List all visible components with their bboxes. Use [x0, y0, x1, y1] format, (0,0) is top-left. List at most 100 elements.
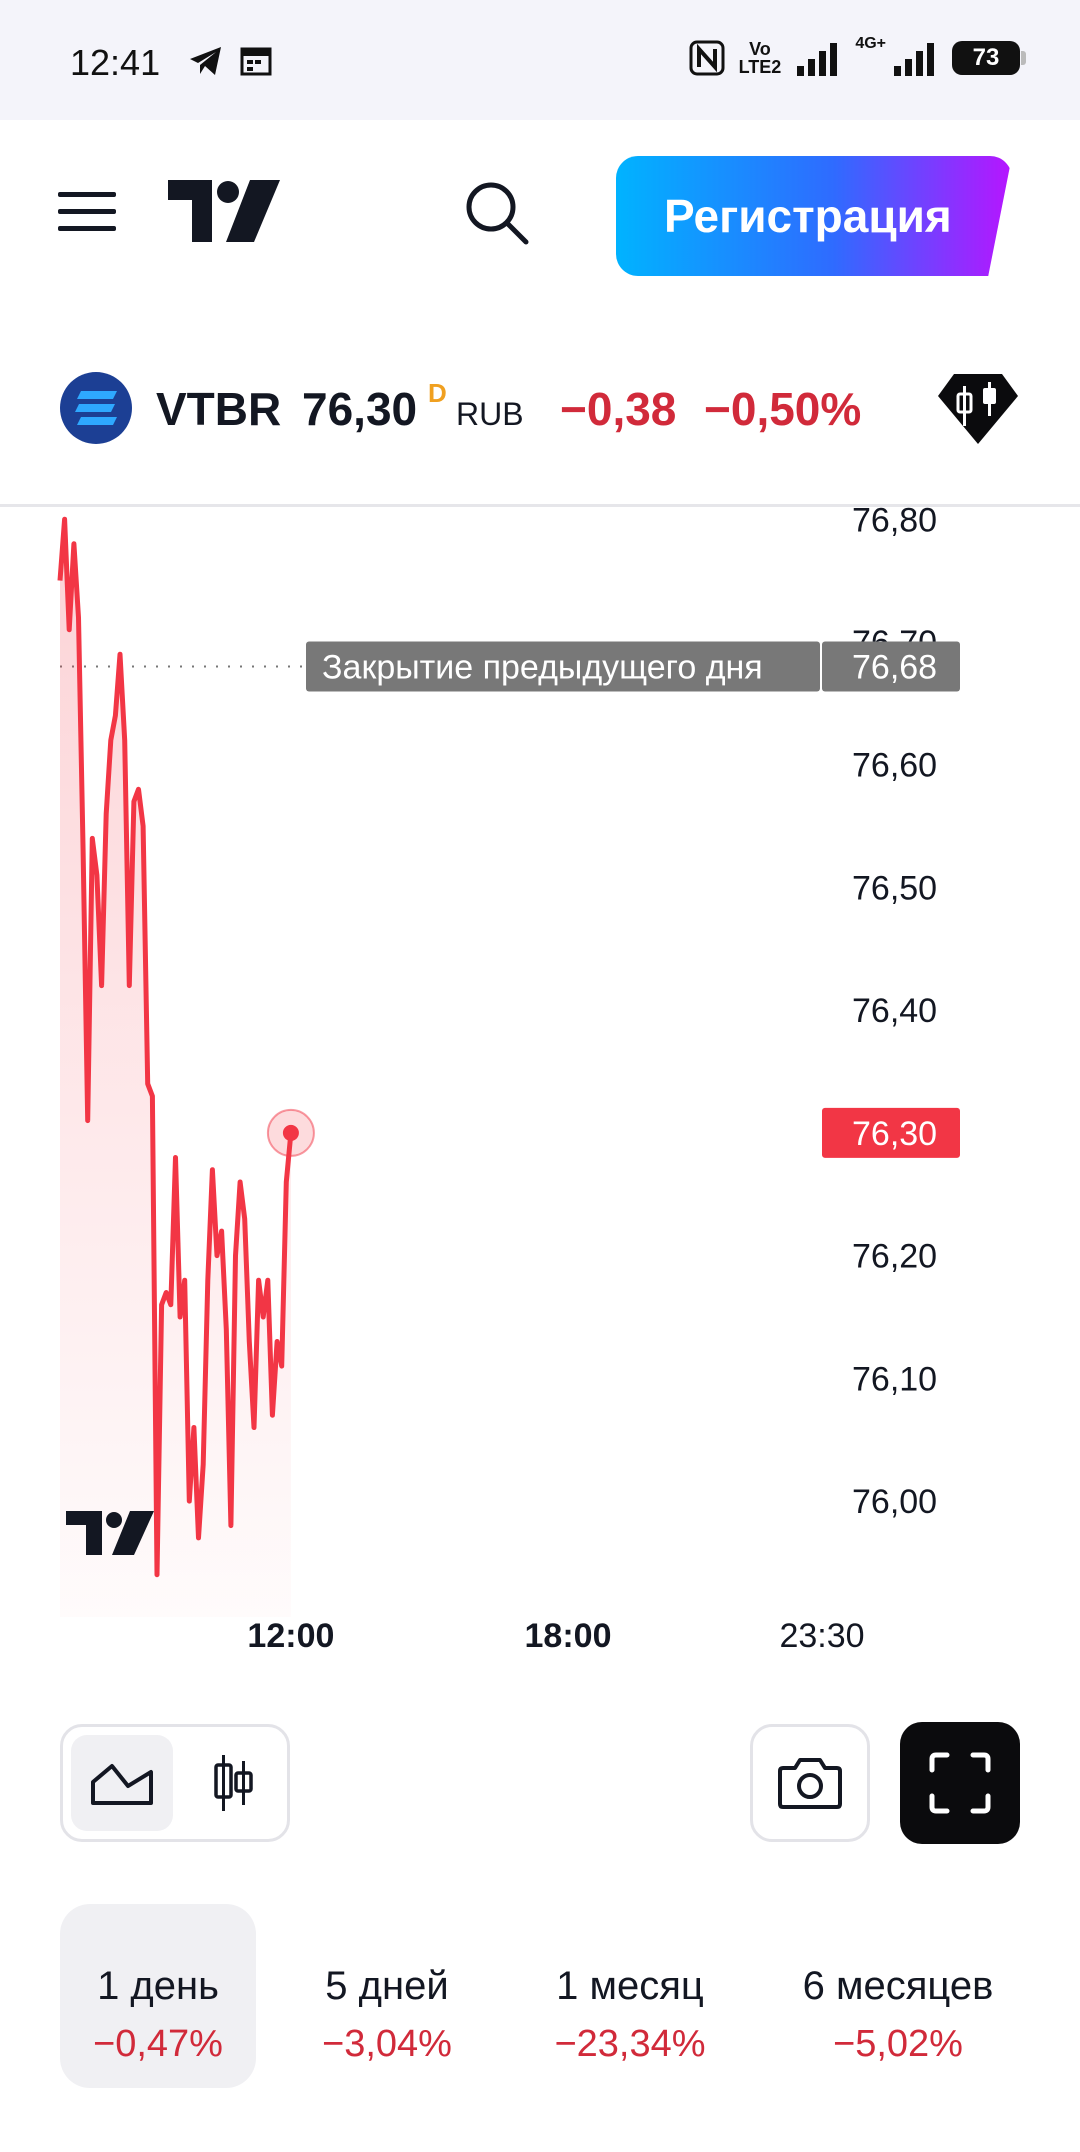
price-point	[215, 1254, 219, 1258]
period-label: 1 день	[97, 1964, 219, 2008]
price-point	[210, 1168, 214, 1172]
snapshot-button[interactable]	[750, 1724, 870, 1842]
period-1-day[interactable]: 1 день −0,47%	[60, 1904, 256, 2088]
signal-icon-2	[894, 43, 934, 76]
y-tick-label: 76,50	[852, 869, 937, 907]
fullscreen-button[interactable]	[900, 1722, 1020, 1844]
volte-icon: Vo LTE2	[738, 39, 782, 77]
price-point	[58, 579, 62, 583]
period-1-month[interactable]: 1 месяц −23,34%	[510, 1904, 750, 2088]
prev-close-label-bg	[306, 641, 820, 692]
price-point	[201, 1462, 205, 1466]
price-point	[123, 738, 127, 742]
status-system-icons: Vo LTE2 4G+ 73	[689, 35, 1026, 77]
price-point	[229, 1524, 233, 1528]
price-line	[57, 516, 294, 1578]
signal-icon	[797, 43, 838, 76]
current-price-tag: 76,30	[822, 1107, 960, 1158]
price-point	[280, 1364, 284, 1368]
period-5-days[interactable]: 5 дней −3,04%	[282, 1904, 492, 2088]
period-selector: 1 день −0,47% 5 дней −3,04% 1 месяц −23,…	[60, 1904, 1040, 2088]
y-tick-label: 76,80	[852, 507, 937, 539]
price-point	[137, 787, 141, 791]
x-axis: 12:00 18:00 23:30	[247, 1617, 864, 1655]
period-change: −5,02%	[833, 2023, 963, 2065]
menu-button[interactable]	[58, 192, 116, 236]
prev-close-label: Закрытие предыдущего дня	[322, 649, 763, 687]
price-point	[67, 628, 71, 632]
candles-icon	[214, 1755, 253, 1811]
price-point	[90, 836, 94, 840]
price-point	[266, 1278, 270, 1282]
price-point	[183, 1278, 187, 1282]
last-price-dot	[282, 1124, 299, 1141]
x-tick-label: 23:30	[779, 1617, 864, 1655]
price-point	[233, 1254, 237, 1258]
price-point	[155, 1573, 159, 1577]
price-point	[150, 1094, 154, 1098]
candles-diamond-icon[interactable]	[938, 370, 1018, 446]
current-price-bg	[822, 1107, 960, 1158]
area-chart-button[interactable]	[71, 1735, 173, 1831]
price-point	[141, 824, 145, 828]
current-price-value: 76,30	[852, 1115, 937, 1153]
price-point	[160, 1303, 164, 1307]
chart-type-toggle	[60, 1724, 290, 1842]
price-point	[243, 1217, 247, 1221]
price-point	[164, 1290, 168, 1294]
chart-watermark-logo	[66, 1511, 154, 1555]
price-point	[86, 1119, 90, 1123]
symbol-ticker[interactable]: VTBR	[156, 383, 282, 435]
period-change: −23,34%	[554, 2023, 706, 2065]
price-point	[252, 1425, 256, 1429]
menu-icon-line	[58, 192, 116, 197]
symbol-price: 76,30	[302, 383, 418, 435]
price-point	[220, 1229, 224, 1233]
price-point	[173, 1155, 177, 1159]
price-area-fill	[60, 519, 291, 1617]
symbol-currency: RUB	[456, 396, 524, 432]
period-label: 6 месяцев	[802, 1964, 994, 2008]
price-point	[113, 714, 117, 718]
search-icon[interactable]	[462, 178, 532, 248]
price-point	[206, 1278, 210, 1282]
prev-close-value: 76,68	[852, 649, 937, 687]
price-point	[270, 1413, 274, 1417]
price-point	[76, 615, 80, 619]
period-change: −3,04%	[322, 2023, 452, 2065]
vtb-logo	[60, 372, 132, 444]
status-time: 12:41	[70, 42, 161, 83]
price-point	[238, 1180, 242, 1184]
price-point	[197, 1536, 201, 1540]
price-point	[104, 812, 108, 816]
telegram-icon	[190, 47, 221, 75]
tradingview-logo[interactable]	[168, 180, 280, 244]
price-point	[63, 517, 67, 521]
x-tick-label: 18:00	[525, 1617, 612, 1655]
price-point	[224, 1327, 228, 1331]
calendar-icon	[240, 47, 272, 76]
symbol-change-percent: −0,50%	[704, 383, 862, 435]
area-chart-icon	[91, 1764, 153, 1805]
price-point	[169, 1303, 173, 1307]
status-notification-icons	[188, 44, 272, 78]
menu-icon-line	[58, 226, 116, 231]
camera-icon	[778, 1758, 842, 1809]
network-type: 4G+	[855, 35, 886, 52]
y-tick-label: 76,10	[852, 1360, 937, 1398]
prev-close-value-bg	[822, 641, 960, 692]
price-point	[247, 1340, 251, 1344]
interval-badge: D	[428, 378, 447, 408]
candles-button[interactable]	[189, 1735, 279, 1831]
fullscreen-icon	[929, 1752, 991, 1814]
symbol-change: −0,38	[560, 383, 677, 435]
period-6-months[interactable]: 6 месяцев −5,02%	[756, 1904, 1040, 2088]
y-tick-label: 76,20	[852, 1238, 937, 1276]
register-button[interactable]: Регистрация	[616, 156, 1012, 276]
period-label: 5 дней	[325, 1964, 449, 2008]
price-point	[100, 984, 104, 988]
price-chart[interactable]: 76,8076,7076,6076,5076,4076,3076,2076,10…	[0, 507, 1080, 1687]
battery-icon: 73	[952, 41, 1026, 75]
price-point	[261, 1315, 265, 1319]
nfc-icon	[689, 40, 725, 76]
